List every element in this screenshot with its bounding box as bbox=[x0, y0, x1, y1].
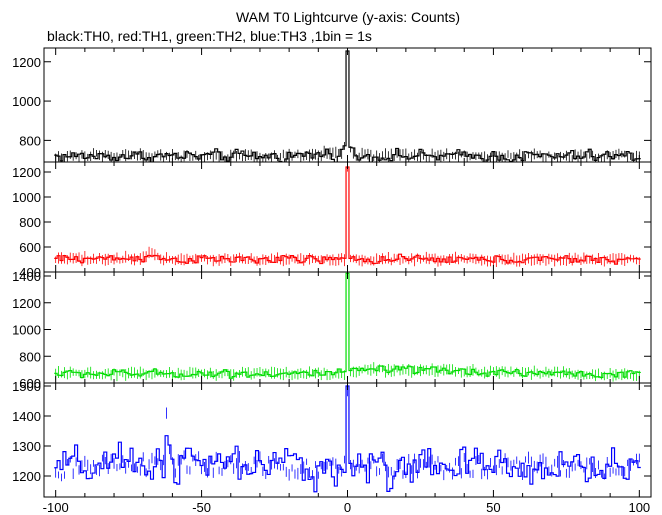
panels-group: 800 1000 1200 400 600 800 1000 1200 600 800 1000 12… bbox=[12, 47, 652, 498]
panel-th0: 800 1000 1200 bbox=[12, 47, 652, 163]
x-tick-label: 50 bbox=[486, 500, 500, 515]
y-tick-label: 1300 bbox=[12, 439, 41, 454]
y-tick-label: 1400 bbox=[12, 409, 41, 424]
panel-frame bbox=[43, 382, 652, 498]
series-th3 bbox=[54, 385, 641, 493]
series-th1 bbox=[54, 166, 641, 265]
x-tick-label: 0 bbox=[344, 500, 351, 515]
y-tick-label: 800 bbox=[19, 215, 41, 230]
y-tick-label: 1200 bbox=[12, 296, 41, 311]
x-axis: -100 -50 0 50 100 bbox=[43, 500, 651, 515]
panel-th1: 400 600 800 1000 1200 bbox=[12, 161, 652, 280]
y-tick-label: 1200 bbox=[12, 165, 41, 180]
y-tick-label: 1000 bbox=[12, 190, 41, 205]
error-bars-th0 bbox=[55, 48, 640, 162]
panel-th3: 1200 1300 1400 1500 bbox=[12, 379, 652, 498]
y-tick-label: 1000 bbox=[12, 323, 41, 338]
series-th2 bbox=[54, 272, 641, 379]
error-bars-th3 bbox=[55, 388, 640, 482]
y-tick-label: 1400 bbox=[12, 269, 41, 284]
x-tick-label: 100 bbox=[628, 500, 650, 515]
error-bars-th2 bbox=[55, 272, 640, 382]
y-tick-label: 800 bbox=[19, 349, 41, 364]
y-tick-label: 400 bbox=[19, 265, 41, 280]
y-tick-label: 600 bbox=[19, 240, 41, 255]
y-tick-label: 1000 bbox=[12, 94, 41, 109]
panel-frame bbox=[43, 47, 652, 163]
error-bars-th1 bbox=[55, 164, 640, 267]
chart-subtitle: black:TH0, red:TH1, green:TH2, blue:TH3 … bbox=[47, 28, 372, 44]
x-tick-label: -100 bbox=[43, 500, 69, 515]
y-tick-label: 600 bbox=[19, 376, 41, 391]
y-tick-label: 800 bbox=[19, 133, 41, 148]
y-tick-label: 1500 bbox=[12, 379, 41, 394]
panel-frame bbox=[43, 161, 652, 273]
series-th0 bbox=[54, 50, 641, 162]
chart-title: WAM T0 Lightcurve (y-axis: Counts) bbox=[236, 9, 460, 25]
y-tick-label: 1200 bbox=[12, 55, 41, 70]
panel-th2: 600 800 1000 1200 1400 bbox=[12, 269, 652, 391]
panel-frame bbox=[43, 271, 652, 384]
x-tick-label: -50 bbox=[192, 500, 211, 515]
y-tick-label: 1200 bbox=[12, 469, 41, 484]
